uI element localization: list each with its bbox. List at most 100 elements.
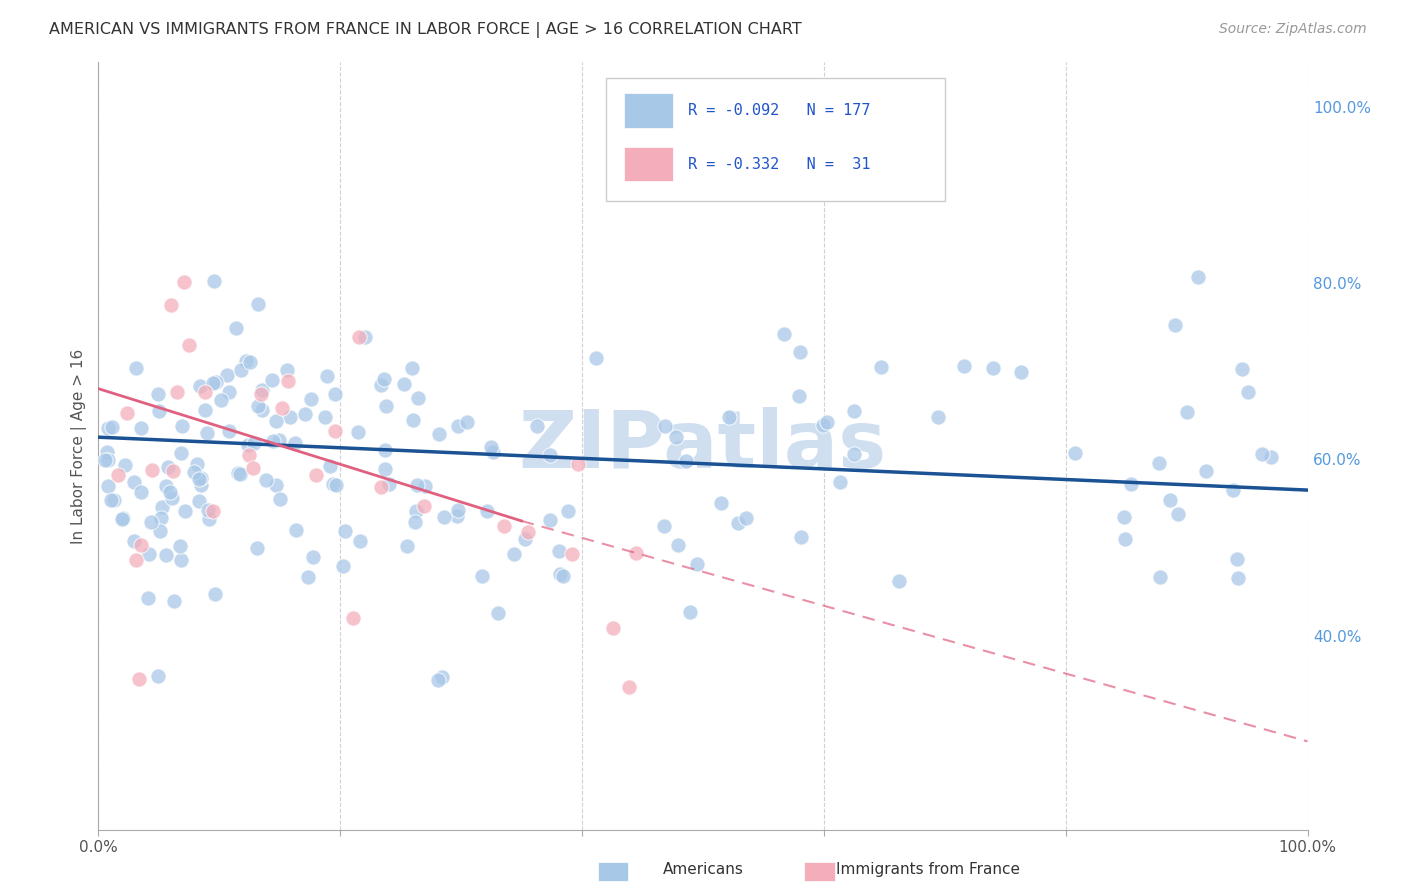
Point	[1064, 445, 1087, 459]
Point	[1114, 533, 1136, 547]
Point	[727, 516, 749, 530]
Point	[183, 466, 205, 480]
Point	[97, 478, 120, 492]
Point	[197, 503, 219, 517]
Point	[269, 433, 291, 447]
Point	[122, 533, 145, 548]
Point	[686, 557, 709, 571]
Point	[122, 475, 145, 489]
Point	[557, 504, 579, 518]
Point	[790, 530, 813, 544]
Point	[370, 480, 392, 494]
Point	[377, 477, 399, 491]
Point	[242, 461, 264, 475]
Point	[276, 363, 298, 377]
Point	[177, 337, 200, 351]
Point	[551, 568, 574, 582]
Point	[278, 409, 301, 424]
Point	[297, 570, 319, 584]
Point	[226, 466, 249, 480]
Point	[654, 419, 676, 434]
Point	[1121, 477, 1143, 491]
Point	[148, 669, 170, 683]
Point	[246, 297, 269, 311]
Point	[155, 479, 177, 493]
Point	[284, 523, 307, 537]
Point	[157, 459, 180, 474]
Point	[100, 493, 122, 508]
Point	[538, 448, 561, 462]
Point	[430, 670, 453, 684]
Point	[250, 386, 273, 401]
Point	[392, 377, 415, 392]
Point	[314, 409, 336, 424]
Text: ZIPatlas: ZIPatlas	[519, 407, 887, 485]
Point	[413, 499, 436, 513]
Point	[187, 472, 209, 486]
Point	[1236, 384, 1258, 399]
Point	[1149, 570, 1171, 584]
Point	[117, 406, 139, 420]
Point	[335, 524, 357, 538]
Point	[1195, 463, 1218, 477]
Point	[585, 351, 607, 366]
Point	[492, 519, 515, 533]
Point	[262, 373, 284, 387]
Point	[1260, 450, 1282, 464]
Point	[446, 508, 468, 523]
Point	[406, 478, 429, 492]
Point	[174, 504, 197, 518]
Point	[149, 524, 172, 538]
Point	[166, 384, 188, 399]
Point	[264, 477, 287, 491]
Point	[114, 458, 136, 472]
Point	[170, 418, 193, 433]
Point	[981, 361, 1004, 376]
Point	[146, 386, 169, 401]
Point	[325, 478, 347, 492]
Point	[205, 376, 228, 390]
Point	[316, 368, 339, 383]
Point	[433, 510, 456, 524]
Point	[456, 415, 478, 429]
Point	[190, 471, 212, 485]
Point	[195, 425, 218, 440]
Point	[186, 457, 208, 471]
Point	[159, 485, 181, 500]
Point	[96, 445, 118, 459]
Point	[323, 424, 346, 438]
Point	[294, 407, 316, 421]
Point	[447, 503, 470, 517]
Point	[447, 418, 470, 433]
Point	[1227, 571, 1250, 585]
Point	[246, 541, 269, 555]
Text: R = -0.092   N = 177: R = -0.092 N = 177	[689, 103, 870, 118]
Point	[332, 559, 354, 574]
Point	[406, 391, 429, 405]
Point	[1187, 270, 1209, 285]
Point	[252, 402, 274, 417]
Point	[129, 538, 152, 552]
Point	[124, 361, 146, 376]
Point	[402, 413, 425, 427]
Point	[162, 464, 184, 478]
Point	[1250, 447, 1272, 461]
Point	[138, 547, 160, 561]
Point	[675, 454, 697, 468]
Point	[322, 477, 344, 491]
Point	[319, 458, 342, 473]
Point	[374, 399, 396, 413]
Point	[374, 461, 396, 475]
Point	[347, 425, 370, 440]
Point	[773, 326, 796, 341]
Y-axis label: In Labor Force | Age > 16: In Labor Force | Age > 16	[72, 349, 87, 543]
Point	[953, 359, 976, 373]
Point	[354, 329, 377, 343]
Point	[149, 511, 172, 525]
Point	[710, 496, 733, 510]
Point	[271, 401, 294, 415]
Point	[236, 438, 259, 452]
Point	[475, 503, 498, 517]
Point	[526, 418, 548, 433]
Point	[717, 410, 740, 425]
